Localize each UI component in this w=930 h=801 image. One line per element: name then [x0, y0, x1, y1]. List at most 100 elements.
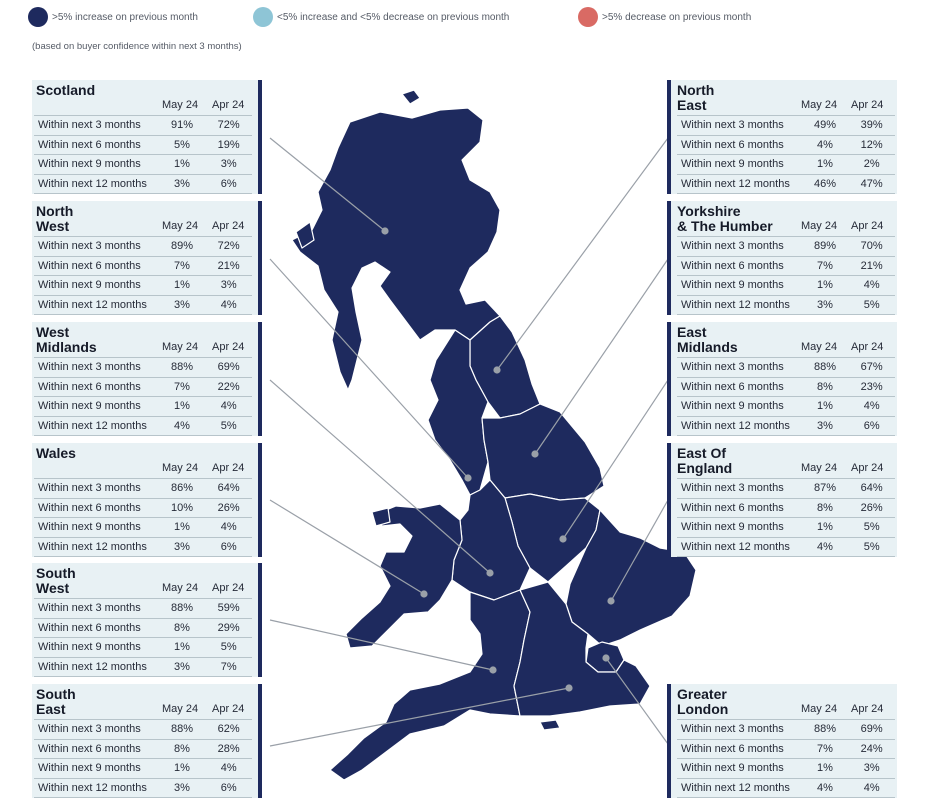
value-previous: 22%	[217, 380, 240, 393]
value-current: 88%	[813, 361, 836, 374]
col-header-previous: Apr 24	[212, 703, 245, 715]
legend-item-stable: <5% increase and <5% decrease on previou…	[253, 7, 509, 27]
table-row: Within next 12 months 3% 4%	[34, 294, 252, 315]
row-label: Within next 9 months	[38, 521, 141, 534]
value-previous: 59%	[217, 602, 240, 615]
row-label: Within next 6 months	[681, 138, 784, 151]
value-current: 7%	[817, 259, 833, 272]
row-label: Within next 6 months	[681, 742, 784, 755]
marker-yorkshire	[531, 450, 539, 458]
legend-dot-lightblue-icon	[253, 7, 273, 27]
panel-east-of-england: East Of England May 24 Apr 24 Within nex…	[667, 443, 897, 557]
row-label: Within next 9 months	[38, 279, 141, 292]
table-row: Within next 3 months 88% 67%	[677, 357, 895, 377]
table-row: Within next 3 months 87% 64%	[677, 478, 895, 498]
row-label: Within next 6 months	[38, 380, 141, 393]
marker-north-west	[464, 474, 472, 482]
value-current: 89%	[170, 240, 193, 253]
table-row: Within next 12 months 3% 6%	[34, 173, 252, 194]
region-name: North West	[36, 203, 74, 234]
row-label: Within next 12 months	[38, 419, 147, 432]
table-row: Within next 6 months 7% 22%	[34, 376, 252, 397]
value-current: 88%	[170, 361, 193, 374]
table-row: Within next 3 months 91% 72%	[34, 115, 252, 135]
region-name: North East	[677, 82, 715, 113]
table-row: Within next 3 months 88% 59%	[34, 598, 252, 618]
table-row: Within next 9 months 1% 2%	[677, 154, 895, 174]
value-previous: 4%	[220, 521, 237, 534]
legend-dot-red-icon	[578, 7, 598, 27]
value-previous: 26%	[217, 501, 240, 514]
value-current: 87%	[813, 482, 836, 495]
table-row: Within next 12 months 46% 47%	[677, 173, 895, 194]
value-current: 3%	[817, 298, 833, 311]
island-isle-of-wight	[539, 719, 561, 731]
table-row: Within next 3 months 88% 62%	[34, 719, 252, 739]
value-current: 88%	[170, 723, 193, 736]
region-scotland[interactable]	[291, 107, 501, 391]
region-south-east[interactable]	[513, 581, 651, 717]
region-south-west[interactable]	[329, 589, 531, 781]
table-row: Within next 6 months 8% 23%	[677, 376, 895, 397]
value-current: 7%	[174, 259, 190, 272]
col-header-current: May 24	[801, 341, 838, 353]
col-header-current: May 24	[162, 220, 199, 232]
row-label: Within next 12 months	[681, 177, 790, 190]
table-row: Within next 6 months 8% 28%	[34, 738, 252, 759]
table-row: Within next 9 months 1% 4%	[34, 396, 252, 416]
region-name: South West	[36, 565, 76, 596]
value-previous: 4%	[220, 762, 237, 775]
value-previous: 64%	[860, 482, 883, 495]
value-current: 91%	[170, 119, 193, 132]
region-yorkshire[interactable]	[481, 403, 605, 501]
col-header-previous: Apr 24	[851, 462, 884, 474]
value-current: 3%	[174, 540, 190, 553]
value-current: 3%	[174, 781, 190, 794]
value-current: 1%	[174, 762, 190, 775]
marker-wales	[420, 590, 428, 598]
value-current: 4%	[817, 138, 833, 151]
value-previous: 26%	[860, 501, 883, 514]
table-row: Within next 3 months 49% 39%	[677, 115, 895, 135]
legend-item-increase: >5% increase on previous month	[28, 7, 198, 27]
table-row: Within next 12 months 4% 4%	[677, 777, 895, 798]
table-row: Within next 3 months 86% 64%	[34, 478, 252, 498]
panel-wales: Wales May 24 Apr 24 Within next 3 months…	[32, 443, 262, 557]
region-name: Scotland	[36, 82, 96, 98]
row-label: Within next 12 months	[38, 781, 147, 794]
col-header-previous: Apr 24	[212, 99, 245, 111]
row-label: Within next 9 months	[38, 158, 141, 171]
value-previous: 5%	[863, 521, 880, 534]
region-wales[interactable]	[345, 503, 463, 649]
value-previous: 4%	[863, 781, 880, 794]
value-current: 10%	[170, 501, 193, 514]
marker-scotland	[381, 227, 389, 235]
marker-east-midlands	[559, 535, 567, 543]
legend-dot-navy-icon	[28, 7, 48, 27]
table-row: Within next 9 months 1% 3%	[34, 275, 252, 295]
col-header-current: May 24	[162, 703, 199, 715]
table-row: Within next 12 months 3% 6%	[34, 777, 252, 798]
value-current: 3%	[174, 660, 190, 673]
row-label: Within next 3 months	[681, 361, 784, 374]
col-header-previous: Apr 24	[851, 220, 884, 232]
row-label: Within next 12 months	[681, 298, 790, 311]
value-previous: 69%	[217, 361, 240, 374]
panel-yorkshire: Yorkshire & The Humber May 24 Apr 24 Wit…	[667, 201, 897, 315]
panel-west-midlands: West Midlands May 24 Apr 24 Within next …	[32, 322, 262, 436]
value-previous: 70%	[860, 240, 883, 253]
row-label: Within next 12 months	[38, 660, 147, 673]
table-row: Within next 6 months 8% 26%	[677, 497, 895, 518]
value-previous: 2%	[863, 158, 880, 171]
value-current: 1%	[817, 762, 833, 775]
table-row: Within next 9 months 1% 4%	[677, 275, 895, 295]
value-current: 8%	[817, 380, 833, 393]
value-current: 1%	[174, 400, 190, 413]
row-label: Within next 9 months	[681, 400, 784, 413]
value-previous: 3%	[220, 279, 237, 292]
row-label: Within next 9 months	[38, 400, 141, 413]
value-previous: 6%	[220, 781, 237, 794]
marker-south-west	[489, 666, 497, 674]
legend-label-stable: <5% increase and <5% decrease on previou…	[277, 11, 510, 23]
col-header-current: May 24	[801, 703, 838, 715]
